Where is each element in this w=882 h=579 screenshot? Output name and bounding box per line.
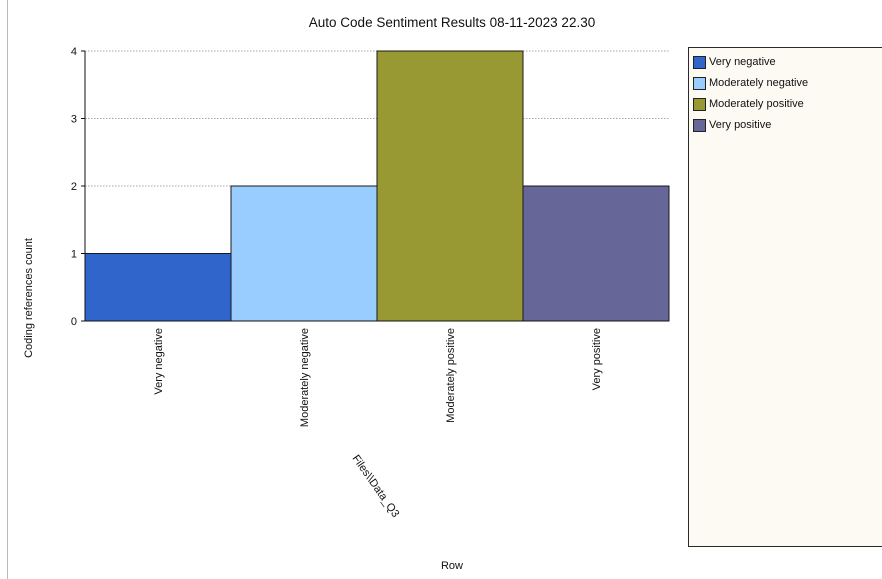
x-axis-label: Row bbox=[441, 560, 463, 572]
x-tick-label: Very negative bbox=[153, 328, 165, 395]
legend-item: Moderately negative bbox=[693, 75, 808, 91]
chart-frame: Auto Code Sentiment Results 08-11-2023 2… bbox=[7, 0, 882, 579]
legend-item: Very negative bbox=[693, 54, 776, 70]
y-tick-labels: 0 1 2 3 4 bbox=[71, 46, 77, 328]
legend-swatch bbox=[693, 55, 706, 69]
y-tick-label: 4 bbox=[71, 46, 77, 58]
legend-item: Very positive bbox=[693, 117, 771, 133]
y-tick-label: 2 bbox=[71, 181, 77, 193]
legend: Very negative Moderately negative Moderate… bbox=[688, 47, 882, 547]
x-tick-label: Very positive bbox=[591, 328, 603, 390]
category-axis-label: Files\\Data_Q3 bbox=[349, 453, 401, 520]
bar bbox=[84, 253, 232, 322]
legend-item: Moderately positive bbox=[693, 96, 804, 112]
legend-label: Very negative bbox=[709, 56, 776, 68]
y-axis-label: Coding references count bbox=[23, 238, 35, 358]
legend-swatch bbox=[693, 76, 706, 90]
bars bbox=[84, 50, 670, 322]
chart-title: Auto Code Sentiment Results 08-11-2023 2… bbox=[309, 15, 595, 30]
legend-label: Moderately positive bbox=[709, 98, 804, 110]
legend-label: Moderately negative bbox=[709, 77, 809, 89]
y-tick-label: 3 bbox=[71, 114, 77, 126]
x-tick-labels: Very negative Moderately negative Moderate… bbox=[153, 328, 603, 427]
x-tick-label: Moderately negative bbox=[299, 328, 311, 427]
bar bbox=[522, 185, 670, 322]
x-tick-label: Moderately positive bbox=[445, 328, 457, 423]
bar bbox=[376, 50, 524, 322]
chart-svg: Auto Code Sentiment Results 08-11-2023 2… bbox=[23, 15, 670, 572]
legend-label: Very positive bbox=[709, 119, 772, 131]
legend-swatch bbox=[693, 118, 706, 132]
y-tick-label: 0 bbox=[71, 316, 77, 328]
legend-swatch bbox=[693, 97, 706, 111]
bar bbox=[230, 185, 378, 322]
y-tick-label: 1 bbox=[71, 249, 77, 261]
axes bbox=[81, 51, 669, 322]
